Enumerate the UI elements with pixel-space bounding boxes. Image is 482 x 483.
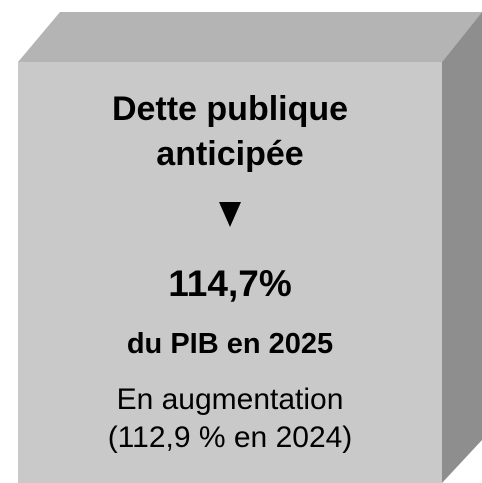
cube-top bbox=[18, 12, 482, 62]
figure: 114,7% bbox=[168, 263, 292, 304]
figure-caption: du PIB en 2025 bbox=[126, 328, 334, 360]
title-line: Dette publique bbox=[111, 90, 349, 128]
trend-line: En augmentation bbox=[116, 383, 344, 416]
title-line: anticipée bbox=[156, 135, 304, 173]
down-arrow bbox=[219, 202, 241, 227]
trend-line: (112,9 % en 2024) bbox=[107, 421, 353, 454]
cube-side bbox=[442, 12, 482, 483]
cube-front bbox=[18, 62, 442, 483]
